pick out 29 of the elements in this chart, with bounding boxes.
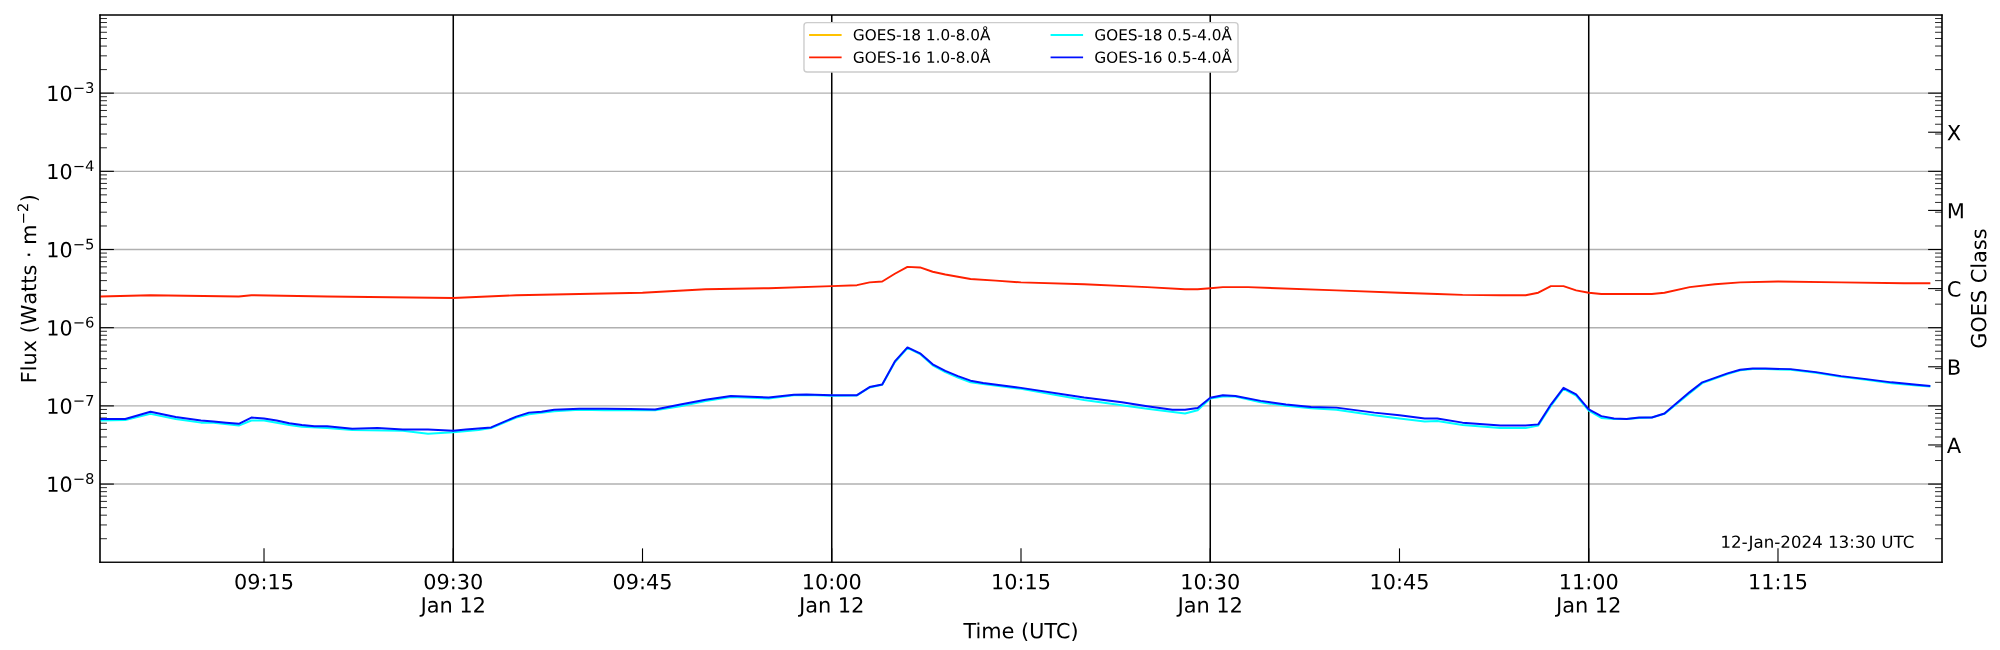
category-label: C bbox=[1948, 281, 1961, 297]
y-tick-label: 10$^{−7}$ bbox=[48, 395, 94, 414]
legend-label: GOES-18 0.5-4.0Å bbox=[1095, 26, 1232, 41]
category-label: M bbox=[1948, 203, 1963, 219]
category-label: A bbox=[1947, 437, 1961, 453]
line-series bbox=[100, 265, 1931, 299]
x-tick-label: 11:00 Jan 12 bbox=[1555, 573, 1620, 617]
y-axis-title: Flux (Watts · m$^{−2}$) bbox=[17, 195, 39, 382]
x-tick-label: 10:45 bbox=[1371, 573, 1428, 590]
legend-label: GOES-18 1.0-8.0Å bbox=[853, 26, 991, 41]
y-tick-label: 10$^{−6}$ bbox=[48, 316, 94, 336]
y-tick-label: 10$^{−3}$ bbox=[48, 82, 94, 102]
x-tick-label: 11:15 bbox=[1750, 574, 1807, 590]
x-tick-label: 09:45 bbox=[613, 573, 671, 590]
x-tick-label: 10:15 bbox=[993, 573, 1050, 590]
y-tick-label: 10$^{−5}$ bbox=[48, 238, 94, 258]
legend-label: GOES-16 0.5-4.0Å bbox=[1095, 48, 1232, 63]
y-tick-label: 10$^{−8}$ bbox=[48, 473, 94, 493]
x-tick-label: 10:30 Jan 12 bbox=[1176, 573, 1241, 617]
x-tick-label: 10:00 Jan 12 bbox=[798, 573, 863, 617]
y-tick-label: 10$^{−4}$ bbox=[48, 160, 94, 180]
x-tick-label: 09:15 bbox=[235, 573, 293, 590]
x-tick-label: 09:30 Jan 12 bbox=[419, 573, 484, 617]
category-label: X bbox=[1947, 124, 1961, 141]
legend-label: GOES-16 1.0-8.0Å bbox=[853, 48, 991, 63]
category-label: B bbox=[1948, 359, 1960, 375]
x-axis-title: Time (UTC) bbox=[963, 622, 1077, 641]
annotation: 12-Jan-2024 13:30 UTC bbox=[1722, 535, 1914, 552]
y2-axis-title: GOES Class bbox=[1970, 229, 1987, 348]
